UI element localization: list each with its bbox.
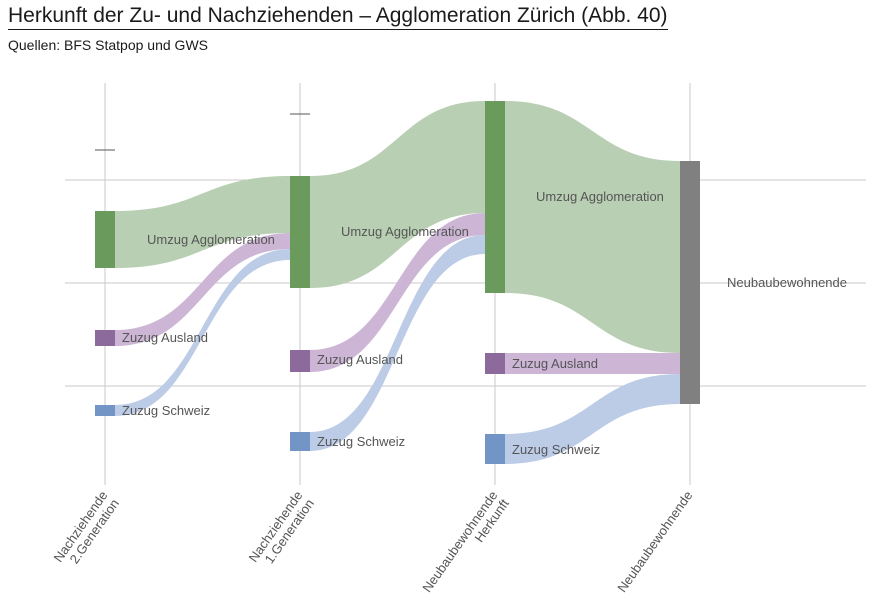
node-label-n2a: Umzug Agglomeration (536, 189, 664, 204)
sankey-node-n1b (290, 350, 310, 372)
sankey-node-n2c (485, 434, 505, 464)
sankey-node-n0a (95, 211, 115, 268)
sankey-link-n1b-n2a (310, 213, 485, 372)
sankey-link-n0b-n1a (115, 233, 290, 346)
link-layer (115, 101, 680, 464)
sankey-node-n3 (680, 161, 700, 404)
sankey-node-n0c (95, 405, 115, 416)
sankey-node-n1c (290, 432, 310, 451)
sankey-node-n1a (290, 176, 310, 288)
node-label-n0a: Umzug Agglomeration (147, 232, 275, 247)
chart-subtitle: Quellen: BFS Statpop und GWS (8, 37, 208, 53)
label-layer: Umzug Agglomeration Zuzug Ausland Zuzug Sc… (122, 189, 847, 457)
sankey-link-n2a-n3 (505, 101, 680, 353)
node-label-n1b: Zuzug Ausland (317, 352, 403, 367)
sankey-link-n1a-n2a (310, 101, 485, 288)
column-label-line: Neubaubewohnende (419, 488, 500, 595)
sankey-node-n0b (95, 330, 115, 346)
sankey-link-n0a-n1a (115, 176, 290, 268)
node-label-n2c: Zuzug Schweiz (512, 442, 600, 457)
node-label-n0b: Zuzug Ausland (122, 330, 208, 345)
node-label-n2b: Zuzug Ausland (512, 356, 598, 371)
sankey-node-n2b (485, 353, 505, 374)
sankey-link-n0c-n1a (115, 249, 290, 416)
node-label-n0c: Zuzug Schweiz (122, 403, 210, 418)
node-label-n1a: Umzug Agglomeration (341, 224, 469, 239)
sankey-node-n2a (485, 101, 505, 293)
node-layer (95, 101, 700, 464)
chart-title: Herkunft der Zu- und Nachziehenden – Agg… (8, 4, 668, 30)
sankey-link-n2b-n3 (505, 353, 680, 374)
node-label-n1c: Zuzug Schweiz (317, 434, 405, 449)
column-label-line: Neubaubewohnende (614, 488, 695, 595)
column-label-c3: Neubaubewohnende (614, 488, 695, 595)
sankey-link-n2c-n3 (505, 374, 680, 464)
sankey-link-n1c-n2a (310, 235, 485, 451)
node-label-n3: Neubaubewohnende (727, 275, 847, 290)
